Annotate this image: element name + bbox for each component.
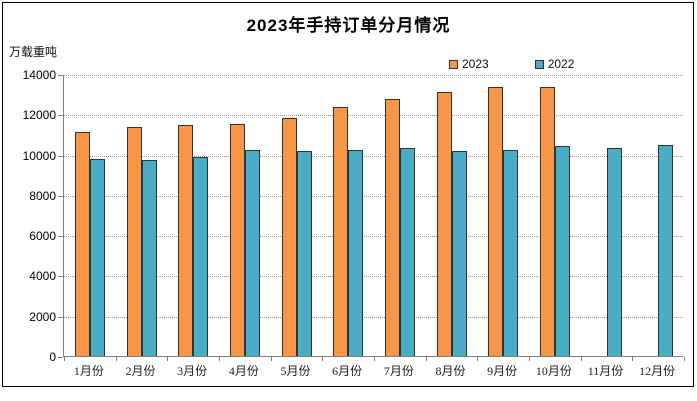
bar-2023-7月份 [384,99,400,356]
chart-title: 2023年手持订单分月情况 [246,16,451,35]
x-tick-label-1月份: 1月份 [73,364,104,378]
y-tick-mark-8000 [58,195,63,197]
bar-2022-7月份 [399,147,415,356]
x-tick-label-3月份: 3月份 [177,364,208,378]
y-tick-mark-14000 [58,75,63,76]
legend-swatch-2023 [449,59,458,69]
bar-2022-10月份 [554,146,570,356]
bar-2023-2月份 [126,126,142,356]
legend-item-2023: 2023 [449,57,489,71]
legend-label-2023: 2023 [462,57,489,71]
x-tick-mark-2 [167,357,169,361]
bar-2022-1月份 [89,158,105,356]
x-tick-mark-11 [632,357,634,361]
x-tick-label-6月份: 6月份 [332,364,363,378]
bar-2022-9月份 [503,150,519,356]
bar-2023-6月份 [333,106,349,356]
bar-2022-5月份 [296,150,312,356]
gridline-14000 [64,75,683,76]
y-tick-label-12000: 12000 [22,108,56,123]
x-tick-label-2月份: 2月份 [125,364,156,378]
bar-2023-8月份 [436,91,452,356]
legend-label-2022: 2022 [547,57,575,71]
y-tick-label-0: 0 [49,350,56,364]
y-tick-label-10000: 10000 [22,148,56,163]
chart-legend: 2023 2022 [449,57,574,71]
y-tick-label-2000: 2000 [29,309,56,324]
y-tick-label-4000: 4000 [29,269,56,284]
x-tick-label-7月份: 7月份 [383,364,414,378]
bar-2023-4月份 [229,124,245,356]
bar-2022-3月份 [193,156,209,356]
x-tick-label-4月份: 4月份 [228,364,259,378]
bar-2023-9月份 [488,87,504,356]
x-tick-label-5月份: 5月份 [280,364,311,378]
bar-2022-6月份 [348,149,364,356]
x-tick-mark-8 [477,357,479,361]
x-tick-mark-9 [529,357,530,361]
x-tick-mark-3 [219,357,220,361]
y-tick-mark-4000 [58,276,63,278]
x-tick-mark-12 [684,357,685,361]
x-tick-label-11月份: 11月份 [587,364,624,378]
gridline-4000 [64,276,683,278]
legend-swatch-2022 [534,59,544,69]
plot-area [58,75,685,361]
x-tick-label-12月份: 12月份 [639,364,676,378]
x-tick-mark-4 [270,357,272,361]
y-tick-label-6000: 6000 [29,229,56,244]
x-tick-mark-6 [374,357,375,361]
bar-2023-10月份 [539,87,555,356]
x-tick-label-10月份: 10月份 [535,364,572,378]
x-tick-label-8月份: 8月份 [435,364,466,378]
bar-2023-5月份 [281,118,297,356]
y-tick-label-8000: 8000 [29,188,56,203]
x-tick-mark-10 [580,357,582,361]
y-tick-mark-10000 [58,155,63,157]
y-tick-mark-2000 [58,316,63,318]
gridline-8000 [64,195,683,197]
x-tick-label-9月份: 9月份 [487,364,518,378]
gridline-12000 [64,115,683,117]
y-tick-mark-0 [58,357,63,358]
bar-2022-11月份 [606,147,622,356]
bar-2022-8月份 [451,150,467,356]
gridline-6000 [64,236,683,238]
gridline-2000 [64,316,683,318]
bar-2023-1月份 [74,132,90,356]
legend-item-2022: 2022 [534,57,575,71]
x-tick-mark-5 [322,357,324,361]
gridline-10000 [64,155,683,157]
bar-2022-2月份 [141,159,157,356]
bar-2022-4月份 [244,149,260,356]
bar-2023-3月份 [178,125,194,356]
y-tick-mark-12000 [58,115,63,117]
y-tick-label-14000: 14000 [22,68,56,82]
y-axis-unit-label: 万载重吨 [9,45,58,59]
x-tick-mark-1 [115,357,117,361]
y-tick-mark-6000 [58,236,63,238]
x-tick-mark-7 [425,357,427,361]
bar-2022-12月份 [658,144,674,356]
x-tick-mark-0 [64,357,65,361]
